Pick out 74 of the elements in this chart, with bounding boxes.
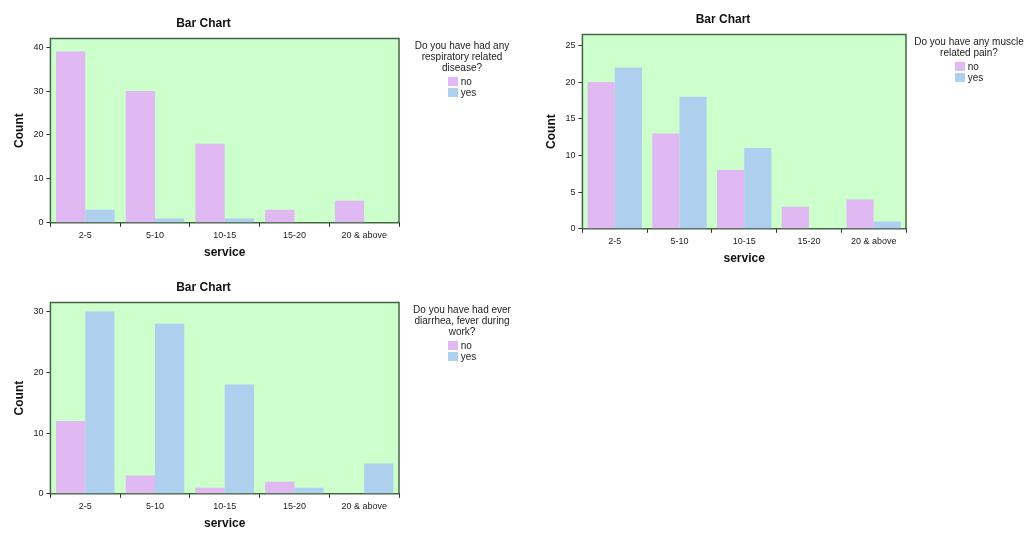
bar bbox=[55, 51, 86, 223]
bar bbox=[224, 218, 254, 223]
bar bbox=[195, 487, 225, 494]
x-tick-label: 2-5 bbox=[78, 229, 92, 240]
legend-title: Do you have any muscle related pain? bbox=[913, 36, 1025, 58]
chart-title: Bar Chart bbox=[176, 15, 231, 30]
legend-title: Do you have had ever diarrhea, fever during work? bbox=[412, 304, 512, 337]
y-tick-label: 30 bbox=[33, 85, 44, 96]
y-tick-label: 10 bbox=[565, 149, 576, 160]
y-tick-label: 0 bbox=[38, 488, 44, 499]
x-tick-label: 2-5 bbox=[78, 500, 92, 511]
y-tick-label: 25 bbox=[565, 39, 576, 50]
x-axis-title: service bbox=[204, 516, 246, 531]
bar bbox=[334, 200, 365, 223]
y-axis-title: Count bbox=[543, 114, 558, 149]
x-tick-label: 10-15 bbox=[732, 235, 756, 246]
bar bbox=[85, 209, 115, 223]
y-tick-label: 0 bbox=[570, 223, 576, 234]
x-tick-label: 15-20 bbox=[797, 235, 821, 246]
y-tick-label: 10 bbox=[33, 173, 44, 184]
x-tick-label: 2-5 bbox=[608, 235, 622, 246]
bar bbox=[744, 148, 772, 229]
bar bbox=[781, 206, 809, 229]
x-tick-label: 5-10 bbox=[670, 235, 689, 246]
y-tick-label: 30 bbox=[33, 306, 44, 316]
bar bbox=[154, 218, 185, 223]
x-tick-label: 10-15 bbox=[213, 229, 237, 240]
x-tick-label: 15-20 bbox=[282, 500, 306, 511]
y-tick-label: 20 bbox=[33, 129, 44, 140]
bar bbox=[265, 481, 295, 494]
x-axis-title: service bbox=[723, 251, 766, 266]
x-tick-label: 20 & above bbox=[850, 235, 897, 246]
bar bbox=[125, 91, 155, 223]
bar bbox=[55, 420, 86, 494]
bar bbox=[614, 67, 642, 229]
legend-label: yes bbox=[460, 87, 477, 98]
bar bbox=[652, 133, 680, 229]
legend-title: Do you have had any respiratory related disease? bbox=[413, 40, 511, 73]
y-tick-label: 15 bbox=[565, 113, 576, 124]
y-tick-label: 0 bbox=[38, 217, 44, 228]
x-tick-label: 10-15 bbox=[213, 500, 237, 511]
chart-title: Bar Chart bbox=[176, 279, 231, 294]
legend-label: no bbox=[460, 76, 472, 87]
bar bbox=[224, 384, 254, 494]
bar bbox=[294, 487, 324, 494]
x-tick-label: 5-10 bbox=[145, 500, 164, 511]
y-tick-label: 5 bbox=[570, 186, 576, 197]
x-tick-label: 15-20 bbox=[282, 229, 306, 240]
legend-label: no bbox=[460, 340, 472, 351]
bar bbox=[85, 311, 115, 494]
bar bbox=[125, 475, 155, 494]
bar bbox=[679, 96, 707, 229]
y-tick-label: 40 bbox=[33, 41, 44, 52]
bar bbox=[717, 170, 745, 229]
bar bbox=[265, 209, 295, 223]
bar bbox=[587, 82, 615, 229]
y-axis-title: Count bbox=[11, 113, 26, 148]
y-tick-label: 10 bbox=[33, 427, 44, 438]
chart-title: Bar Chart bbox=[695, 11, 751, 26]
bar bbox=[154, 323, 185, 494]
bar bbox=[195, 143, 225, 223]
bar bbox=[364, 463, 394, 494]
x-tick-label: 20 & above bbox=[341, 229, 387, 240]
y-tick-label: 20 bbox=[33, 366, 44, 377]
x-axis-title: service bbox=[204, 245, 246, 260]
x-tick-label: 20 & above bbox=[341, 500, 387, 511]
legend-label: yes bbox=[967, 72, 984, 83]
legend-label: yes bbox=[460, 351, 477, 362]
y-axis-title: Count bbox=[11, 380, 26, 416]
x-tick-label: 5-10 bbox=[145, 229, 164, 240]
bar bbox=[873, 221, 901, 229]
bar bbox=[846, 199, 874, 229]
y-tick-label: 20 bbox=[565, 76, 576, 87]
legend-label: no bbox=[967, 61, 979, 72]
